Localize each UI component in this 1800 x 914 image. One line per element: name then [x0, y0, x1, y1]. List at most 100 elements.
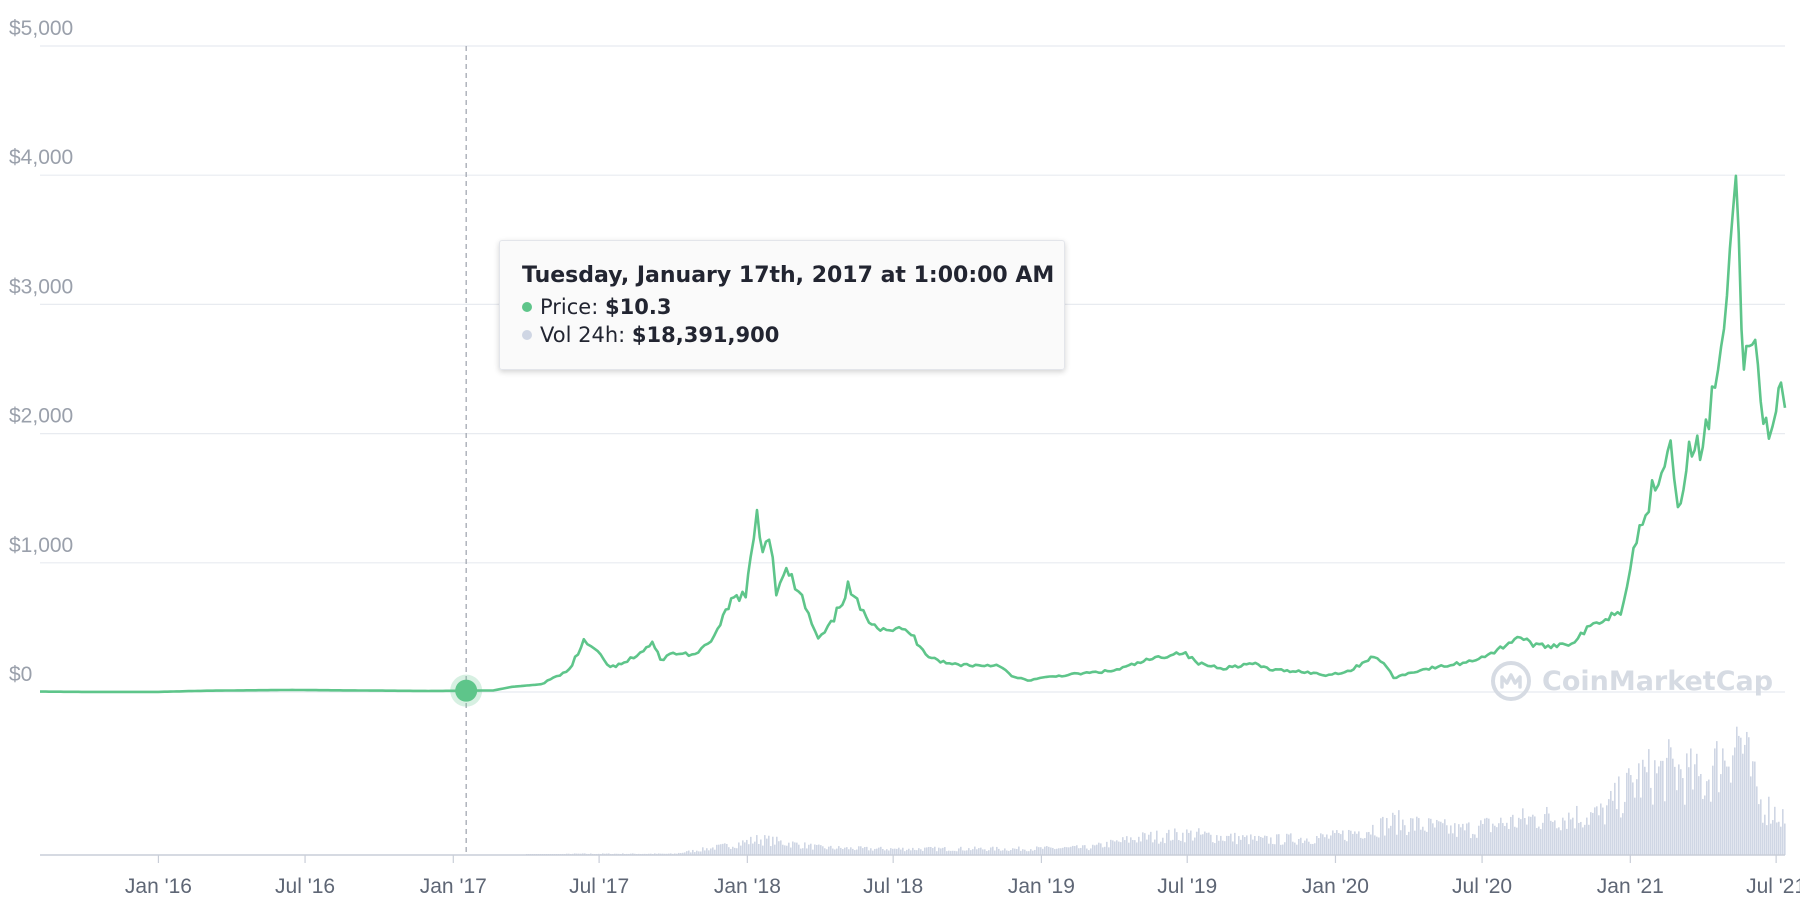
volume-bar	[1414, 830, 1416, 855]
volume-bar	[776, 836, 778, 855]
volume-bar	[1720, 774, 1722, 855]
volume-bar	[1400, 830, 1402, 855]
volume-bar	[1490, 832, 1492, 855]
volume-bar	[1622, 813, 1624, 855]
volume-bar	[1070, 846, 1072, 855]
volume-bar	[850, 847, 852, 855]
volume-bar	[1004, 848, 1006, 855]
volume-bar	[1320, 833, 1322, 855]
volume-bar	[1154, 839, 1156, 855]
volume-bar	[1392, 812, 1394, 855]
volume-bar	[1088, 850, 1090, 855]
volume-bar	[832, 848, 834, 855]
volume-bar	[704, 850, 706, 855]
tooltip-volume-row: Vol 24h: $18,391,900	[522, 323, 1042, 347]
volume-bar	[872, 850, 874, 855]
volume-bar	[690, 852, 692, 855]
volume-bar	[1576, 805, 1578, 855]
volume-bar	[1482, 823, 1484, 855]
volume-bar	[992, 846, 994, 855]
volume-bar	[1170, 840, 1172, 855]
volume-bar	[838, 846, 840, 855]
volume-bar	[622, 853, 624, 855]
x-tick-label: Jul '16	[275, 875, 335, 898]
volume-bar	[724, 843, 726, 855]
volume-bar	[1146, 839, 1148, 855]
volume-bar	[778, 841, 780, 855]
volume-bar	[1538, 826, 1540, 855]
volume-bar	[1428, 818, 1430, 855]
volume-bar	[1180, 840, 1182, 855]
volume-bar	[990, 847, 992, 855]
volume-bar	[878, 847, 880, 855]
volume-bar	[1458, 824, 1460, 855]
volume-bar	[1404, 825, 1406, 855]
volume-bar	[1372, 824, 1374, 855]
volume-bar	[786, 845, 788, 855]
volume-bar	[1510, 816, 1512, 855]
volume-bar	[820, 845, 822, 855]
volume-bar	[1758, 804, 1760, 855]
volume-bar	[1618, 776, 1620, 855]
volume-bar	[1256, 840, 1258, 855]
volume-bar	[1016, 849, 1018, 855]
volume-bar	[1008, 850, 1010, 855]
volume-bar	[1460, 827, 1462, 855]
volume-bar	[1666, 757, 1668, 855]
x-tick-label: Jul '20	[1452, 875, 1512, 898]
volume-bar	[1152, 842, 1154, 855]
volume-bar	[898, 847, 900, 855]
volume-bar	[1438, 821, 1440, 855]
volume-bar	[1242, 835, 1244, 855]
volume-legend-dot	[522, 330, 532, 340]
price-series-line	[40, 174, 1787, 694]
volume-bar	[1762, 822, 1764, 855]
volume-bar	[1748, 737, 1750, 855]
volume-bar	[1178, 840, 1180, 855]
volume-bar	[1222, 840, 1224, 855]
volume-bar	[1208, 832, 1210, 855]
volume-bar	[1668, 739, 1670, 855]
volume-bar	[692, 849, 694, 855]
volume-bar	[1624, 801, 1626, 855]
volume-bar	[682, 852, 684, 855]
volume-bar	[904, 851, 906, 855]
volume-bar	[1124, 840, 1126, 855]
volume-bar	[1642, 759, 1644, 855]
volume-bar	[716, 844, 718, 855]
volume-bar	[794, 842, 796, 855]
volume-bar	[1394, 814, 1396, 855]
volume-bar	[1038, 847, 1040, 855]
volume-bar	[1376, 836, 1378, 855]
volume-bar	[1260, 836, 1262, 855]
volume-bar	[1742, 753, 1744, 855]
volume-bar	[1532, 814, 1534, 855]
volume-bar	[1182, 832, 1184, 855]
volume-bar	[1198, 828, 1200, 855]
volume-bar	[1312, 843, 1314, 855]
volume-bar	[1156, 830, 1158, 855]
volume-bar	[922, 850, 924, 855]
volume-bar	[1710, 801, 1712, 855]
volume-bar	[976, 849, 978, 855]
volume-bar	[1726, 766, 1728, 855]
volume-bar	[1130, 837, 1132, 855]
volume-bar	[824, 848, 826, 855]
volume-bar	[1346, 841, 1348, 855]
volume-bar	[846, 847, 848, 855]
volume-bar	[658, 853, 660, 855]
volume-bar	[808, 844, 810, 855]
volume-bar	[1238, 836, 1240, 855]
volume-bar	[970, 850, 972, 855]
volume-bar	[914, 849, 916, 855]
volume-bar	[1664, 801, 1666, 855]
volume-bar	[890, 848, 892, 855]
volume-bar	[1740, 737, 1742, 855]
volume-bar	[954, 850, 956, 855]
volume-bar	[750, 836, 752, 855]
volume-bar	[926, 847, 928, 855]
hover-point-marker[interactable]	[455, 679, 478, 702]
volume-bar	[1620, 817, 1622, 855]
volume-bar	[1308, 841, 1310, 855]
